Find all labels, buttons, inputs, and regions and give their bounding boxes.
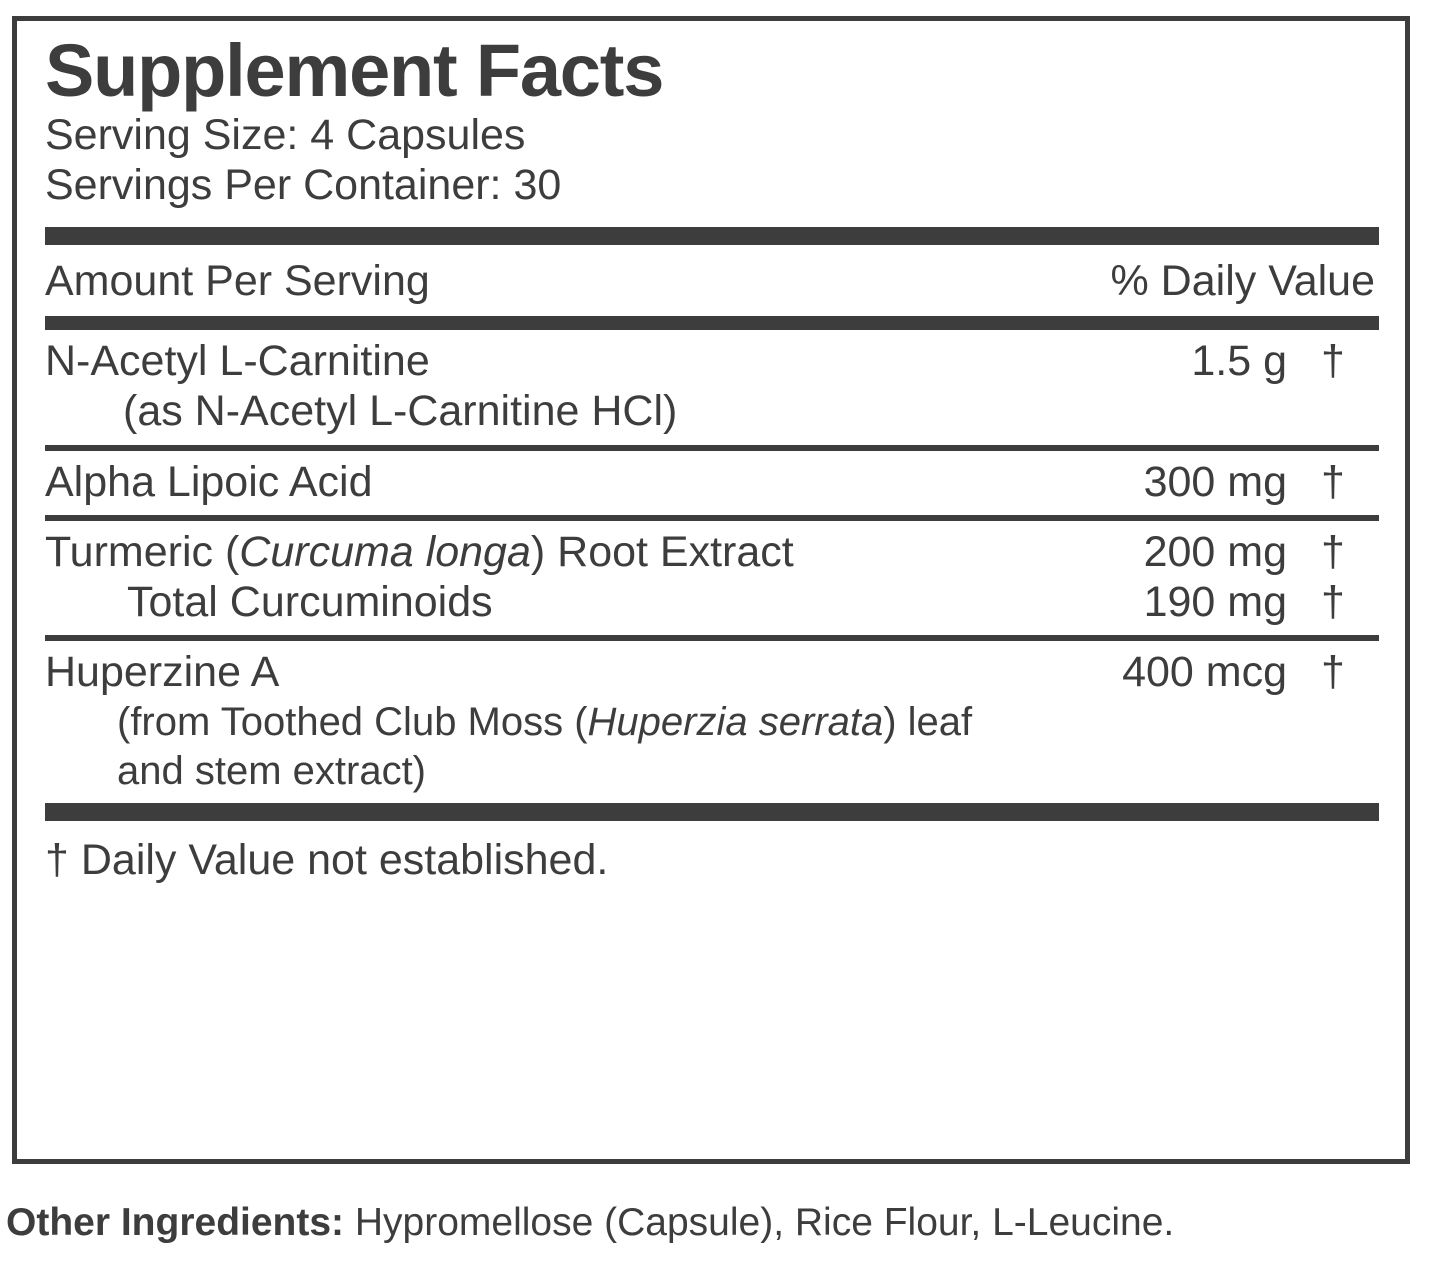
nutrient-daily-value: †	[1321, 336, 1345, 385]
other-ingredients-label: Other Ingredients:	[6, 1201, 345, 1244]
nutrient-child-name: Total Curcuminoids	[127, 578, 493, 627]
column-header-daily-value: % Daily Value	[1110, 256, 1376, 305]
note-botanical: Huperzia serrata	[587, 699, 884, 744]
nutrient-subnote-line: (as N-Acetyl L-Carnitine HCl)	[45, 386, 1379, 436]
nutrient-name: Turmeric (Curcuma longa) Root Extract	[45, 527, 1005, 577]
note-pre: (from Toothed Club Moss (	[117, 699, 588, 744]
table-row: Turmeric (Curcuma longa) Root Extract 20…	[45, 521, 1379, 636]
nutrient-amount: 300 mg	[1143, 457, 1287, 506]
nutrient-source-note-line-2: and stem extract)	[117, 748, 427, 793]
rule-row-separator-3	[45, 635, 1379, 642]
nutrient-name-botanical: Curcuma longa	[239, 527, 531, 576]
other-ingredients: Other Ingredients: Hypromellose (Capsule…	[6, 1200, 1436, 1247]
nutrient-amount: 400 mcg	[1122, 648, 1287, 697]
nutrient-child-line: Total Curcuminoids 190 mg †	[45, 577, 1379, 627]
table-row: N-Acetyl L-Carnitine 1.5 g † (as N-Acety…	[45, 330, 1379, 445]
other-ingredients-value: Hypromellose (Capsule), Rice Flour, L-Le…	[354, 1201, 1175, 1244]
nutrient-source-note: (from Toothed Club Moss (Huperzia serrat…	[45, 698, 1379, 796]
nutrient-daily-value: †	[1321, 457, 1345, 506]
serving-size-line: Serving Size: 4 Capsules	[45, 110, 526, 159]
nutrient-line: N-Acetyl L-Carnitine 1.5 g †	[45, 336, 1379, 386]
column-header-row: Amount Per Serving % Daily Value	[45, 245, 1379, 316]
nutrient-line: Turmeric (Curcuma longa) Root Extract 20…	[45, 527, 1379, 577]
page-title: Supplement Facts	[45, 29, 664, 112]
table-row: Huperzine A 400 mcg † (from Toothed Club…	[45, 641, 1379, 803]
nutrient-child-amount: 190 mg	[1143, 578, 1287, 627]
nutrient-line: Huperzine A 400 mcg †	[45, 647, 1379, 697]
rule-under-column-headers	[45, 315, 1379, 330]
nutrient-line: Alpha Lipoic Acid 300 mg †	[45, 457, 1379, 507]
nutrient-name-pre: Turmeric (	[45, 527, 240, 576]
nutrient-source-note-line-1: (from Toothed Club Moss (Huperzia serrat…	[117, 698, 1379, 747]
nutrient-daily-value: †	[1321, 648, 1345, 697]
daily-value-footnote: † Daily Value not established.	[45, 836, 609, 885]
rule-before-footnote	[45, 803, 1379, 822]
nutrient-amount: 1.5 g	[1191, 336, 1287, 385]
nutrient-name: Huperzine A	[45, 648, 280, 697]
nutrient-name: N-Acetyl L-Carnitine	[45, 336, 430, 385]
note-post: ) leaf	[883, 699, 973, 744]
rule-after-servings	[45, 226, 1379, 245]
nutrient-child-daily-value: †	[1321, 578, 1345, 627]
rule-row-separator-1	[45, 444, 1379, 451]
nutrient-name: Alpha Lipoic Acid	[45, 457, 373, 506]
column-header-amount-per-serving: Amount Per Serving	[45, 256, 430, 305]
nutrient-name-post: ) Root Extract	[530, 527, 794, 576]
supplement-facts-panel: Supplement Facts Serving Size: 4 Capsule…	[12, 16, 1410, 1164]
nutrient-amount: 200 mg	[1143, 527, 1287, 576]
table-row: Alpha Lipoic Acid 300 mg †	[45, 451, 1379, 515]
rule-row-separator-2	[45, 514, 1379, 521]
nutrient-source-note: (as N-Acetyl L-Carnitine HCl)	[123, 387, 678, 436]
panel-content: Supplement Facts Serving Size: 4 Capsule…	[45, 29, 1379, 1151]
servings-per-container-line: Servings Per Container: 30	[45, 161, 562, 210]
nutrient-daily-value: †	[1321, 527, 1345, 576]
